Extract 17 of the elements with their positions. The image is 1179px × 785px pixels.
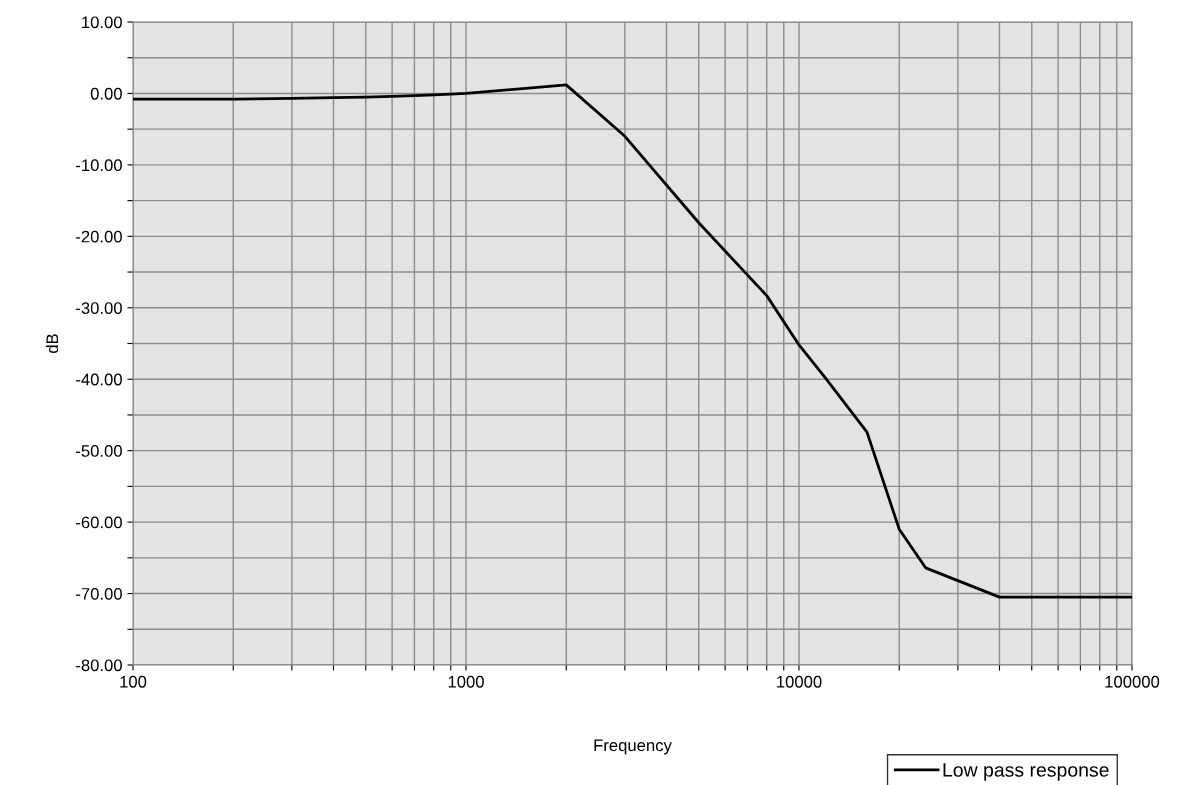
y-tick-label: -70.00 (76, 587, 122, 600)
x-tick-label: 100000 (1105, 675, 1160, 688)
x-tick-label: 1000 (448, 675, 484, 688)
x-tick-label: 10000 (777, 675, 822, 688)
legend-label: Low pass response (943, 763, 1109, 781)
x-axis-title: Frequency (594, 739, 672, 755)
y-tick-label: -50.00 (76, 445, 122, 457)
y-tick-label: -80.00 (76, 659, 122, 672)
y-tick-label: -20.00 (76, 230, 122, 243)
y-axis-title: dB (45, 334, 59, 353)
y-tick-label: -40.00 (76, 373, 122, 386)
x-tick-label: 100 (120, 675, 147, 688)
y-tick-label: -60.00 (76, 516, 122, 529)
y-tick-label: 0.00 (90, 87, 122, 100)
y-tick-label: -30.00 (76, 302, 122, 314)
y-tick-label: -10.00 (76, 159, 122, 172)
y-tick-label: 10.00 (82, 16, 122, 29)
